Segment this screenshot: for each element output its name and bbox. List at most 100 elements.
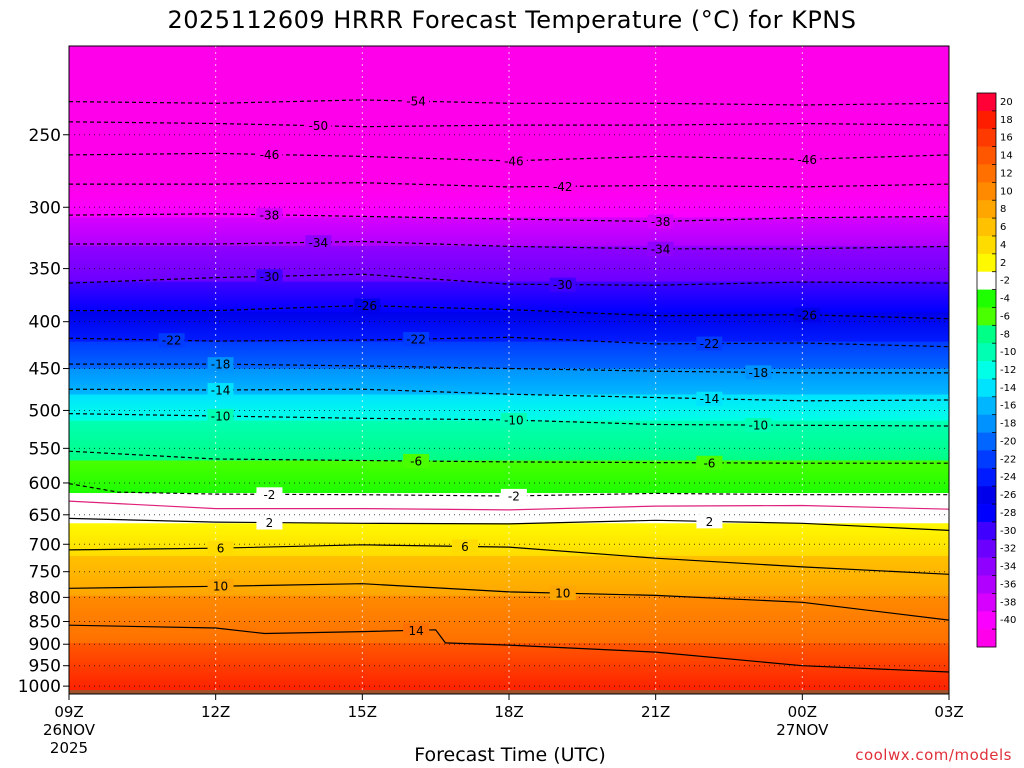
colorbar-swatch [977, 557, 996, 576]
colorbar-label: -14 [1000, 383, 1016, 394]
colorbar-swatch [977, 307, 996, 326]
contour-label-bg [696, 514, 723, 529]
colorbar-swatch [977, 521, 996, 541]
contour-label-bg [256, 487, 283, 502]
colorbar-label: -4 [1000, 294, 1010, 305]
contour-label: -2 [263, 488, 275, 502]
y-tick-label: 500 [29, 401, 61, 421]
colorbar-swatch [977, 629, 996, 648]
y-tick-label: 600 [29, 474, 61, 494]
colorbar-label: -24 [1000, 472, 1016, 483]
y-tick-label: 850 [29, 612, 61, 632]
contour-label: -30 [553, 278, 573, 292]
colorbar-swatch [977, 432, 996, 451]
colorbar-swatch [977, 539, 996, 558]
colorbar-label: -20 [1000, 436, 1016, 447]
contour-label-bg [256, 207, 283, 222]
contour-label-bg [403, 623, 430, 638]
y-tick-label: 950 [29, 657, 61, 677]
contour-label: -22 [700, 337, 720, 351]
x-tick-date: 27NOV [776, 721, 829, 739]
contour-label-bg [745, 418, 772, 433]
colorbar-label: -6 [1000, 311, 1010, 322]
contour-label-bg [549, 179, 576, 194]
y-tick-label: 250 [29, 126, 61, 146]
y-tick-label: 650 [29, 506, 61, 526]
contour-label-bg [305, 235, 332, 250]
colorbar-swatch [977, 182, 996, 201]
contour-label-bg [256, 515, 283, 530]
contour-label: -30 [260, 270, 280, 284]
contour-label-bg [500, 488, 527, 503]
colorbar-label: -16 [1000, 401, 1016, 412]
contour-label: -2 [508, 489, 520, 503]
contour-label-bg [500, 153, 527, 168]
credit-link[interactable]: coolwx.com/models [855, 746, 1012, 764]
y-tick-label: 300 [29, 198, 61, 218]
contour-line [69, 500, 949, 511]
contour-label: -6 [703, 456, 715, 470]
colorbar-swatch [977, 468, 996, 487]
plot-area: -54-50-46 -46 -46-42-38 -38-34 -34-30-30-26-… [69, 46, 949, 694]
colorbar-label: 2 [1000, 258, 1006, 269]
y-axis: 250 300 350 400 450 500 550 600 650 700 750 800 850 9… [18, 126, 69, 697]
colorbar-swatch [977, 235, 996, 255]
y-tick-label: 400 [29, 313, 61, 333]
contour-label: -54 [406, 95, 426, 109]
colorbar-label: -40 [1000, 615, 1016, 626]
contour-label: -46 [797, 153, 817, 167]
contour-label: 10 [213, 580, 228, 594]
contour-label-bg [696, 336, 723, 351]
colorbar-swatch [977, 450, 996, 469]
colorbar-label: 14 [1000, 151, 1013, 162]
colorbar-swatch [977, 593, 996, 612]
colorbar-label: 10 [1000, 186, 1013, 197]
y-tick-label: 800 [29, 588, 61, 608]
contour-label: -42 [553, 180, 573, 194]
contour-label-bg [207, 579, 234, 594]
colorbar-label: -26 [1000, 490, 1016, 501]
y-tick-label: 550 [29, 439, 61, 459]
x-tick-year: 2025 [50, 739, 88, 757]
contour-label-bg [549, 586, 576, 601]
contour-label: -14 [211, 384, 231, 398]
contour-label: -34 [309, 236, 329, 250]
colorbar-label: 8 [1000, 204, 1006, 215]
contour-lines: -54-50-46 -46 -46-42-38 -38-34 -34-30-30-26-… [69, 94, 949, 673]
colorbar-label: 16 [1000, 133, 1013, 144]
contour-label: 6 [461, 540, 469, 554]
colorbar-swatch [977, 146, 996, 165]
x-tick-label: 15Z [348, 703, 377, 721]
contour-label-bg [158, 333, 185, 348]
contour-label: -46 [260, 148, 280, 162]
colorbar-label: -30 [1000, 526, 1016, 537]
x-tick-label: 18Z [494, 703, 523, 721]
colorbar-swatch [977, 93, 996, 112]
colorbar-swatch [977, 361, 996, 380]
x-tick-date: 26NOV [43, 721, 96, 739]
contour-label: 2 [706, 515, 714, 529]
contour-label: -26 [357, 299, 377, 313]
contour-label-bg [745, 365, 772, 380]
colorbar-swatch [977, 378, 996, 398]
contour-label-bg [207, 357, 234, 372]
contour-label-bg [207, 541, 234, 556]
contour-label: -14 [700, 392, 720, 406]
colorbar-swatch [977, 343, 996, 362]
contour-label-bg [256, 147, 283, 162]
colorbar-swatch [977, 253, 996, 273]
colorbar-label: -28 [1000, 508, 1016, 519]
colorbar-swatch [977, 289, 996, 308]
contour-label: -38 [651, 215, 671, 229]
colorbar-label: -34 [1000, 562, 1016, 573]
contour-label: -18 [211, 358, 231, 372]
contour-label-bg [794, 152, 821, 167]
contour-label-bg [647, 214, 674, 229]
contour-label-bg [403, 453, 430, 468]
colorbar-label: -12 [1000, 365, 1016, 376]
contour-label-bg [452, 539, 478, 554]
colorbar-label: -38 [1000, 597, 1016, 608]
colorbar-swatch [977, 271, 996, 290]
colorbar-swatch [977, 164, 996, 183]
colorbar-swatch [977, 486, 996, 505]
